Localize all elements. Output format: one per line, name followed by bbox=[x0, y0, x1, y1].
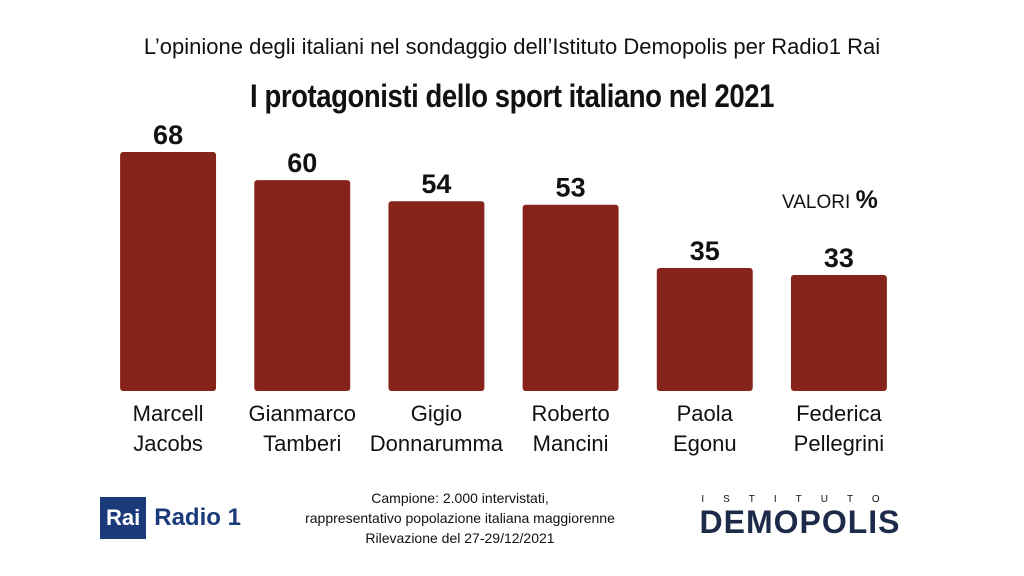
data-label: 35 bbox=[690, 236, 720, 266]
category-label: Paola bbox=[677, 401, 734, 426]
category-label: Marcell bbox=[133, 401, 204, 426]
category-label: Pellegrini bbox=[794, 431, 885, 456]
bar bbox=[790, 275, 887, 391]
category-label: Donnarumma bbox=[370, 431, 504, 456]
bar bbox=[656, 268, 753, 391]
category-label: Egonu bbox=[673, 431, 737, 456]
units-label: VALORI % bbox=[782, 186, 878, 215]
data-label: 54 bbox=[421, 169, 451, 199]
bar-chart: 68 Marcell Jacobs 60 Gianmarco Tamberi 54 Gigio… bbox=[120, 120, 887, 456]
chart-title: I protagonisti dello sport italiano nel … bbox=[250, 78, 774, 114]
note-line: rappresentativo popolazione italiana mag… bbox=[305, 510, 615, 526]
bar bbox=[522, 204, 619, 391]
units-text: VALORI bbox=[782, 192, 851, 213]
bar bbox=[254, 180, 351, 391]
radio1-logo-text: Radio 1 bbox=[154, 504, 241, 531]
note-line: Campione: 2.000 intervistati, bbox=[371, 490, 549, 506]
rai-logo-text: Rai bbox=[100, 497, 147, 539]
category-label: Federica bbox=[796, 401, 882, 426]
category-label: Roberto bbox=[531, 401, 609, 426]
chart-subtitle: L’opinione degli italiani nel sondaggio … bbox=[143, 34, 881, 59]
data-label: 68 bbox=[153, 120, 183, 150]
category-label: Gigio bbox=[411, 401, 462, 426]
category-label: Mancini bbox=[533, 431, 609, 456]
category-label: Jacobs bbox=[133, 431, 203, 456]
data-label: 53 bbox=[556, 173, 586, 203]
data-label: 60 bbox=[287, 148, 317, 178]
methodology-note: Campione: 2.000 intervistati, rappresent… bbox=[270, 488, 650, 548]
category-label: Gianmarco bbox=[248, 401, 356, 426]
rai-radio1-logo: Rai Radio 1 bbox=[100, 497, 249, 539]
units-symbol: % bbox=[855, 186, 878, 214]
bar bbox=[120, 152, 217, 391]
note-line: Rilevazione del 27-29/12/2021 bbox=[365, 530, 555, 546]
demopolis-name: DEMOPOLIS bbox=[699, 504, 901, 540]
bar bbox=[388, 201, 485, 391]
demopolis-top-text: ISTITUTO bbox=[701, 494, 899, 505]
category-label: Tamberi bbox=[263, 431, 341, 456]
demopolis-logo: ISTITUTO DEMOPOLIS bbox=[660, 494, 940, 541]
data-label: 33 bbox=[824, 243, 854, 273]
